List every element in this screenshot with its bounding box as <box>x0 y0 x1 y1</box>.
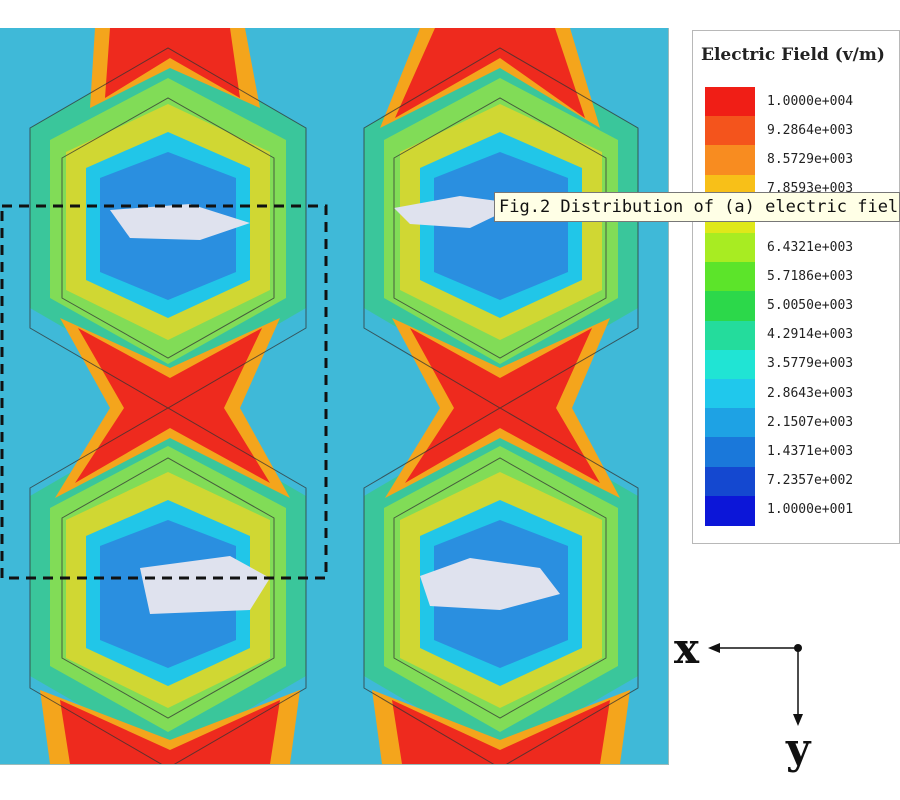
legend-swatch <box>705 116 755 146</box>
caption-tooltip: Fig.2 Distribution of (a) electric field <box>494 192 900 222</box>
legend-tick-label: 5.7186e+003 <box>767 268 854 284</box>
legend-color-scale <box>705 87 755 526</box>
legend-swatch <box>705 466 755 497</box>
legend-swatch <box>705 145 755 176</box>
legend-tick-label: 1.4371e+003 <box>767 444 854 459</box>
legend-swatch <box>705 87 755 117</box>
legend-swatch <box>705 437 755 468</box>
legend-tick-label: 2.1507e+003 <box>767 414 854 430</box>
legend-tick-label: 4.2914e+003 <box>767 327 854 343</box>
axes-indicator: x y <box>670 620 850 790</box>
legend-tick-label: 8.5729e+003 <box>767 152 854 167</box>
legend-swatch <box>705 233 755 263</box>
field-distribution-plot <box>0 28 669 765</box>
cell-top-left <box>30 48 306 388</box>
legend-tick-label: 2.8643e+003 <box>767 385 854 401</box>
legend-tick-label: 7.2357e+002 <box>767 473 854 489</box>
y-axis-label: y <box>786 724 811 773</box>
legend-swatch <box>705 320 755 351</box>
legend-tick-label: 1.0000e+004 <box>767 93 854 109</box>
legend-swatch <box>705 379 755 409</box>
legend-tick-label: 1.0000e+001 <box>767 502 854 518</box>
color-legend: Electric Field (v/m) 1.0000e+004 9.2864e+… <box>692 30 900 544</box>
cell-bottom-right <box>364 416 638 756</box>
legend-swatch <box>705 349 755 380</box>
axes-arrows <box>708 643 803 726</box>
legend-tick-label: 5.0050e+003 <box>767 298 854 313</box>
legend-swatch <box>705 495 755 526</box>
legend-title: Electric Field (v/m) <box>701 45 885 65</box>
legend-swatch <box>705 291 755 322</box>
legend-tick-label: 3.5779e+003 <box>767 356 854 372</box>
x-axis-label: x <box>674 624 700 673</box>
legend-swatch <box>705 262 755 292</box>
cell-bottom-left <box>30 416 306 756</box>
legend-swatch <box>705 408 755 438</box>
hexagon-outlines <box>29 47 639 764</box>
legend-tick-label: 6.4321e+003 <box>767 239 854 255</box>
unit-cell-dashed-outline <box>0 204 328 580</box>
legend-tick-labels: 1.0000e+004 9.2864e+003 8.5729e+003 7.8593e… <box>767 87 897 525</box>
legend-tick-label: 9.2864e+003 <box>767 122 854 138</box>
hot-zones <box>40 28 630 764</box>
